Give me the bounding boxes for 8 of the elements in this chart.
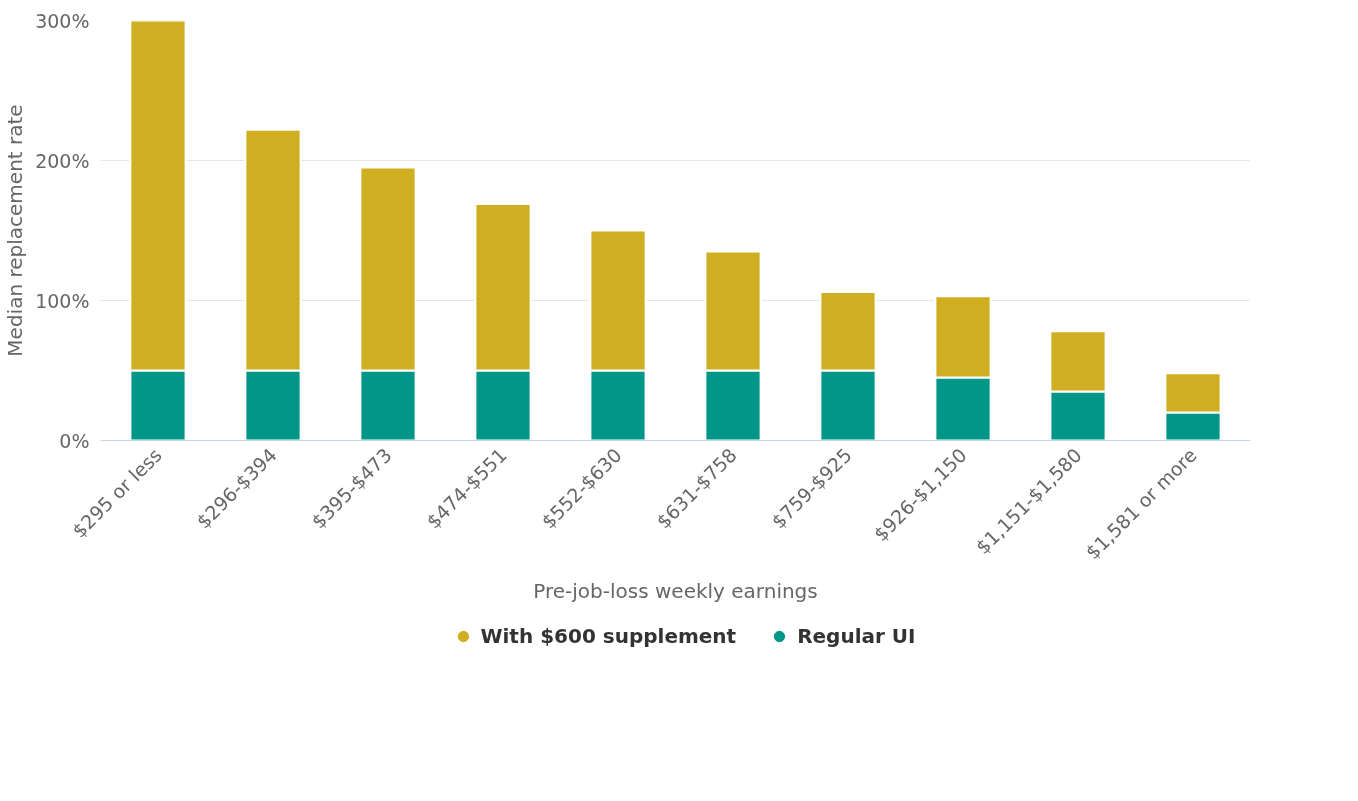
x-axis-title: Pre-job-loss weekly earnings	[533, 579, 818, 604]
y-tick-label: 100%	[35, 289, 90, 312]
y-tick-label: 0%	[59, 429, 90, 452]
legend-label: With $600 supplement	[480, 624, 737, 648]
y-tick-label: 200%	[35, 149, 90, 172]
legend-label: Regular UI	[797, 624, 916, 648]
y-axis-title: Median replacement rate	[3, 104, 28, 357]
y-tick-label: 300%	[35, 9, 90, 32]
